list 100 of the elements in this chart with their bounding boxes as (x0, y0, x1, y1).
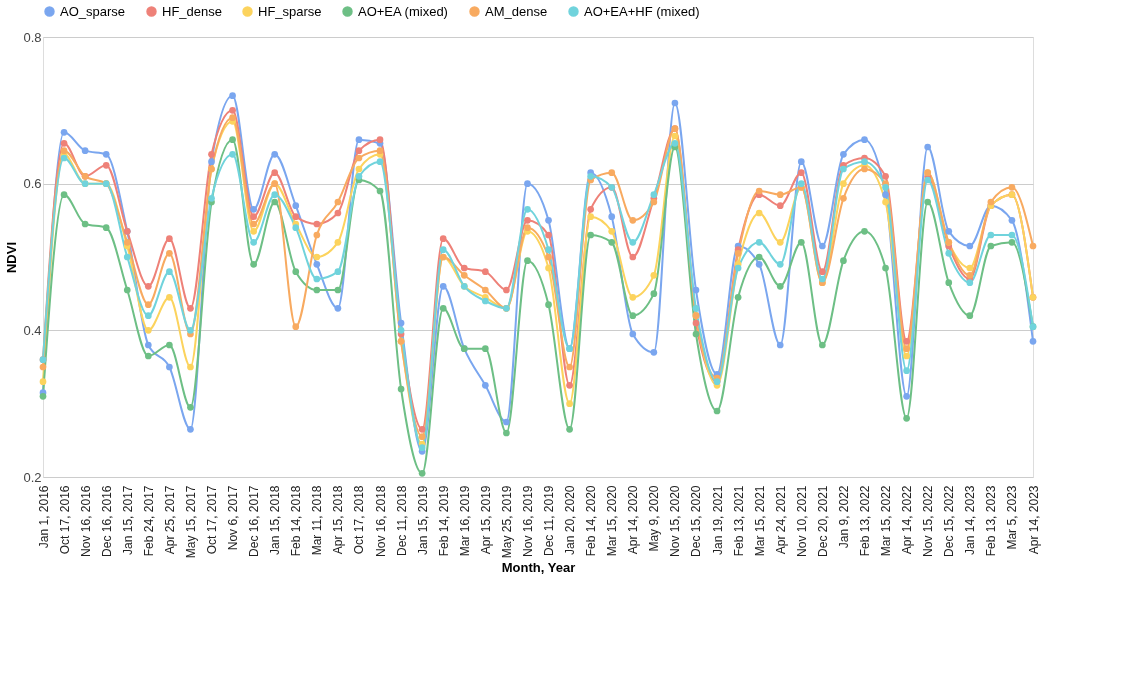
point (587, 172, 595, 180)
x-tick-label: Apr 15, 2018 (331, 485, 346, 555)
point (418, 425, 426, 433)
x-tick-label: May 9, 2020 (647, 485, 662, 552)
x-tick-label: Apr 15, 2019 (478, 485, 493, 555)
legend-label: HF_dense (162, 3, 222, 19)
legend-label: AO+EA+HF (mixed) (584, 3, 700, 19)
x-tick-label: Jan 9, 2022 (836, 485, 851, 549)
point (903, 337, 910, 345)
point (229, 114, 236, 122)
point (692, 286, 700, 294)
point (355, 172, 363, 180)
point (840, 180, 847, 188)
point (755, 209, 763, 217)
x-tick-label: Nov 16, 2016 (78, 485, 93, 557)
point (566, 381, 573, 389)
point (334, 238, 342, 246)
point (861, 165, 868, 173)
point (755, 187, 763, 195)
point (692, 330, 700, 338)
point (292, 213, 300, 221)
point (650, 191, 658, 199)
point (166, 341, 173, 349)
point (229, 92, 236, 100)
point (271, 150, 279, 158)
point (313, 220, 321, 228)
x-tick-label: Jan 15, 2018 (268, 485, 283, 555)
point (481, 345, 489, 353)
point (524, 216, 531, 224)
x-tick-label: Feb 14, 2018 (289, 485, 304, 557)
point (39, 363, 47, 371)
point (376, 158, 384, 166)
point (903, 367, 910, 375)
x-tick-label: Jan 15, 2019 (415, 485, 430, 555)
point (355, 165, 363, 173)
point (882, 191, 889, 199)
point (545, 301, 552, 309)
point (166, 249, 173, 257)
point (81, 220, 89, 228)
x-tick-label: Apr 14, 2020 (626, 485, 641, 555)
point (418, 444, 426, 452)
x-tick-label: Apr 24, 2021 (773, 485, 788, 555)
point (397, 385, 405, 393)
point (776, 191, 784, 199)
point (566, 400, 573, 408)
point (60, 128, 68, 136)
point (144, 352, 152, 360)
point (313, 275, 321, 283)
point (840, 194, 847, 202)
point (144, 341, 152, 349)
point (144, 312, 152, 320)
x-tick-label: Nov 16, 2018 (373, 485, 388, 557)
y-axis-title: NDVI (4, 241, 20, 274)
point (755, 238, 763, 246)
point (271, 169, 279, 177)
point (166, 268, 173, 276)
point (545, 216, 552, 224)
point (629, 216, 637, 224)
legend-label: AO+EA (mixed) (358, 3, 448, 19)
point (1008, 216, 1016, 224)
point (460, 264, 468, 272)
point (250, 238, 257, 246)
point (355, 154, 363, 162)
point (250, 227, 257, 235)
point (713, 407, 721, 415)
x-tick-label: Dec 16, 2017 (247, 485, 262, 557)
point (313, 286, 321, 294)
point (60, 139, 68, 147)
point (187, 425, 194, 433)
legend-label: HF_sparse (258, 3, 322, 19)
x-tick-label: May 15, 2017 (183, 485, 198, 559)
point (545, 264, 552, 272)
point (123, 253, 131, 261)
point (819, 275, 826, 283)
point (460, 271, 468, 279)
point (629, 330, 637, 338)
point (776, 238, 784, 246)
point (882, 264, 889, 272)
point (81, 147, 89, 155)
point (903, 414, 910, 422)
point (334, 304, 342, 312)
y-tick-label: 0.8 (23, 29, 42, 45)
point (608, 238, 616, 246)
point (840, 165, 847, 173)
point (608, 169, 616, 177)
point (208, 150, 215, 158)
point (755, 253, 763, 261)
point (671, 132, 679, 140)
point (903, 352, 910, 360)
point (650, 271, 658, 279)
point (945, 249, 953, 257)
point (418, 433, 426, 441)
point (355, 147, 363, 155)
point (545, 246, 552, 254)
point (271, 198, 279, 206)
x-tick-label: Nov 15, 2020 (668, 485, 683, 557)
y-tick-label: 0.6 (23, 176, 42, 192)
x-tick-label: Oct 17, 2018 (352, 485, 367, 555)
x-tick-label: Jan 20, 2020 (563, 485, 578, 555)
point (987, 242, 995, 250)
